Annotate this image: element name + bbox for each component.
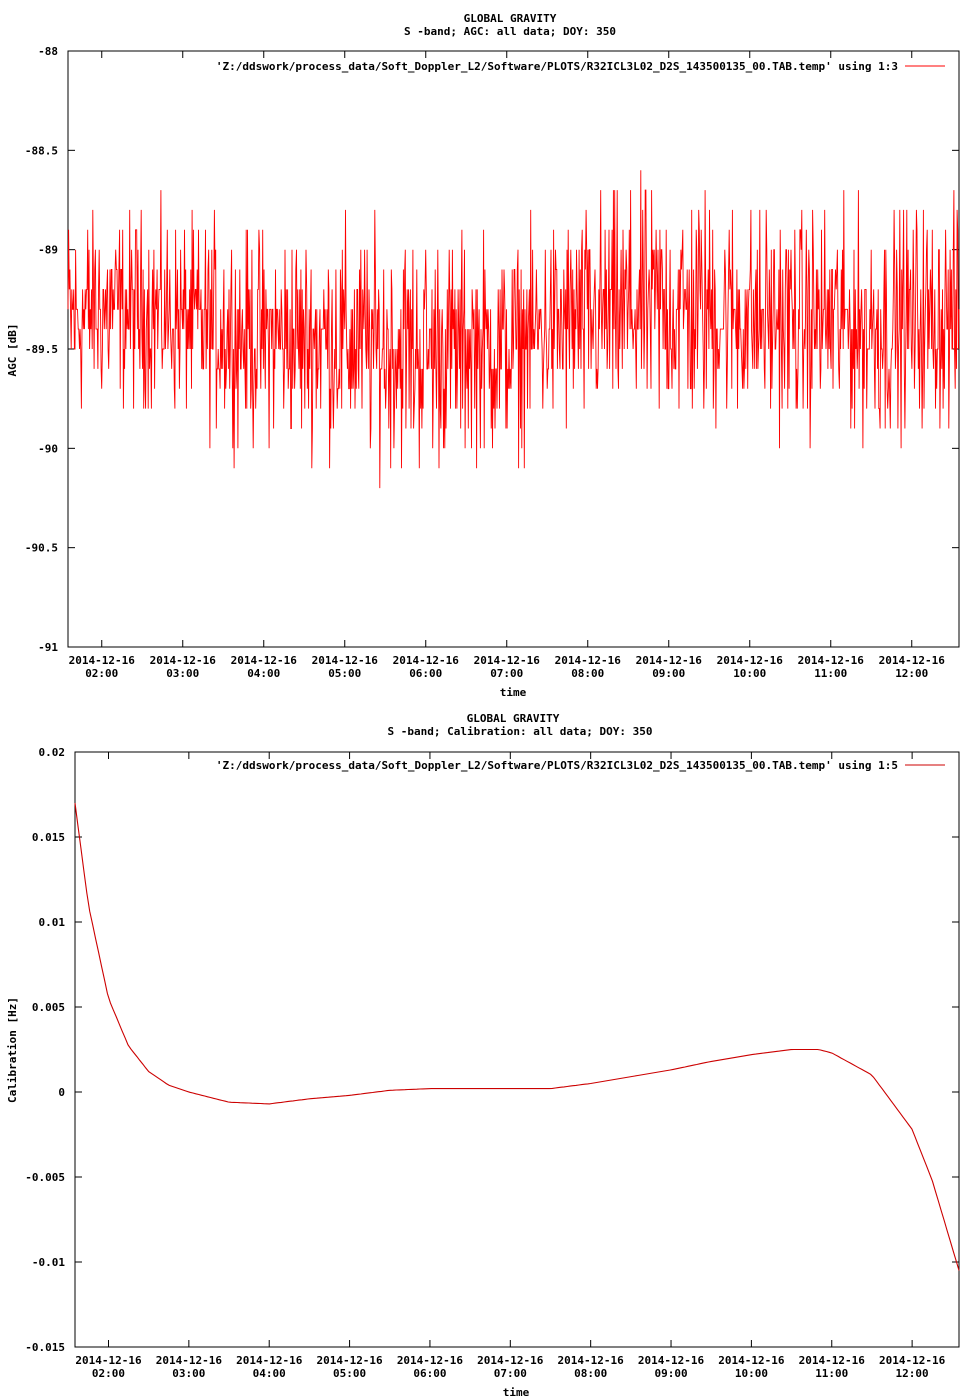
x-tick-date: 2014-12-16 <box>879 1354 946 1367</box>
agc-chart: GLOBAL GRAVITY S -band; AGC: all data; D… <box>6 12 960 699</box>
calibration-chart-subtitle: S -band; Calibration: all data; DOY: 350 <box>388 725 653 738</box>
x-tick-time: 08:00 <box>571 667 604 680</box>
x-tick-time: 07:00 <box>490 667 523 680</box>
agc-chart-ylabel: AGC [dB] <box>6 324 19 377</box>
y-tick-label: -90 <box>38 442 58 455</box>
x-tick-date: 2014-12-16 <box>558 1354 625 1367</box>
x-tick-time: 03:00 <box>172 1367 205 1380</box>
y-tick-label: 0.015 <box>32 831 65 844</box>
calibration-chart-ylabel: Calibration [Hz] <box>6 997 19 1103</box>
x-tick-date: 2014-12-16 <box>156 1354 223 1367</box>
x-tick-time: 04:00 <box>253 1367 286 1380</box>
x-tick-date: 2014-12-16 <box>879 654 946 667</box>
x-tick-time: 09:00 <box>652 667 685 680</box>
y-tick-label: -90.5 <box>25 542 58 555</box>
x-tick-date: 2014-12-16 <box>236 1354 303 1367</box>
y-tick-label: 0.005 <box>32 1001 65 1014</box>
x-tick-time: 03:00 <box>166 667 199 680</box>
x-tick-date: 2014-12-16 <box>69 654 136 667</box>
agc-chart-subtitle: S -band; AGC: all data; DOY: 350 <box>404 25 616 38</box>
x-tick-time: 12:00 <box>895 667 928 680</box>
x-tick-time: 04:00 <box>247 667 280 680</box>
x-tick-time: 12:00 <box>896 1367 929 1380</box>
calibration-series-line <box>74 802 960 1271</box>
y-tick-label: 0 <box>58 1086 65 1099</box>
x-tick-date: 2014-12-16 <box>477 1354 544 1367</box>
x-tick-time: 02:00 <box>85 667 118 680</box>
y-tick-label: 0.01 <box>39 916 66 929</box>
x-tick-time: 08:00 <box>574 1367 607 1380</box>
x-tick-date: 2014-12-16 <box>316 1354 383 1367</box>
x-tick-date: 2014-12-16 <box>638 1354 705 1367</box>
x-tick-time: 07:00 <box>494 1367 527 1380</box>
x-tick-time: 11:00 <box>815 1367 848 1380</box>
x-tick-date: 2014-12-16 <box>150 654 217 667</box>
x-tick-date: 2014-12-16 <box>231 654 298 667</box>
x-tick-time: 10:00 <box>733 667 766 680</box>
plot-frame <box>74 751 960 1348</box>
agc-chart-xlabel: time <box>500 686 527 699</box>
calibration-chart: GLOBAL GRAVITY S -band; Calibration: all… <box>6 712 960 1399</box>
x-tick-time: 10:00 <box>735 1367 768 1380</box>
x-tick-time: 11:00 <box>814 667 847 680</box>
x-tick-date: 2014-12-16 <box>312 654 379 667</box>
x-tick-date: 2014-12-16 <box>474 654 541 667</box>
y-tick-label: -88 <box>38 45 58 58</box>
x-tick-time: 06:00 <box>413 1367 446 1380</box>
x-tick-date: 2014-12-16 <box>717 654 784 667</box>
x-tick-date: 2014-12-16 <box>718 1354 785 1367</box>
x-tick-date: 2014-12-16 <box>75 1354 142 1367</box>
calibration-chart-title: GLOBAL GRAVITY <box>467 712 560 725</box>
x-tick-date: 2014-12-16 <box>799 1354 866 1367</box>
y-tick-label: 0.02 <box>39 746 66 759</box>
y-tick-label: -0.015 <box>25 1341 65 1354</box>
agc-series-line <box>67 170 960 489</box>
x-tick-date: 2014-12-16 <box>636 654 703 667</box>
y-tick-label: -89.5 <box>25 343 58 356</box>
x-tick-date: 2014-12-16 <box>555 654 622 667</box>
x-tick-date: 2014-12-16 <box>397 1354 464 1367</box>
x-tick-time: 05:00 <box>333 1367 366 1380</box>
calibration-chart-legend: 'Z:/ddswork/process_data/Soft_Doppler_L2… <box>216 759 898 772</box>
x-tick-time: 02:00 <box>92 1367 125 1380</box>
y-tick-label: -89 <box>38 244 58 257</box>
x-tick-time: 09:00 <box>654 1367 687 1380</box>
y-tick-label: -0.005 <box>25 1171 65 1184</box>
x-tick-date: 2014-12-16 <box>393 654 460 667</box>
x-tick-time: 06:00 <box>409 667 442 680</box>
agc-chart-legend: 'Z:/ddswork/process_data/Soft_Doppler_L2… <box>216 60 898 73</box>
agc-chart-title: GLOBAL GRAVITY <box>464 12 557 25</box>
y-tick-label: -0.01 <box>32 1256 65 1269</box>
x-tick-time: 05:00 <box>328 667 361 680</box>
calibration-chart-xlabel: time <box>503 1386 530 1399</box>
x-tick-date: 2014-12-16 <box>798 654 865 667</box>
y-tick-label: -88.5 <box>25 144 58 157</box>
y-tick-label: -91 <box>38 641 58 654</box>
